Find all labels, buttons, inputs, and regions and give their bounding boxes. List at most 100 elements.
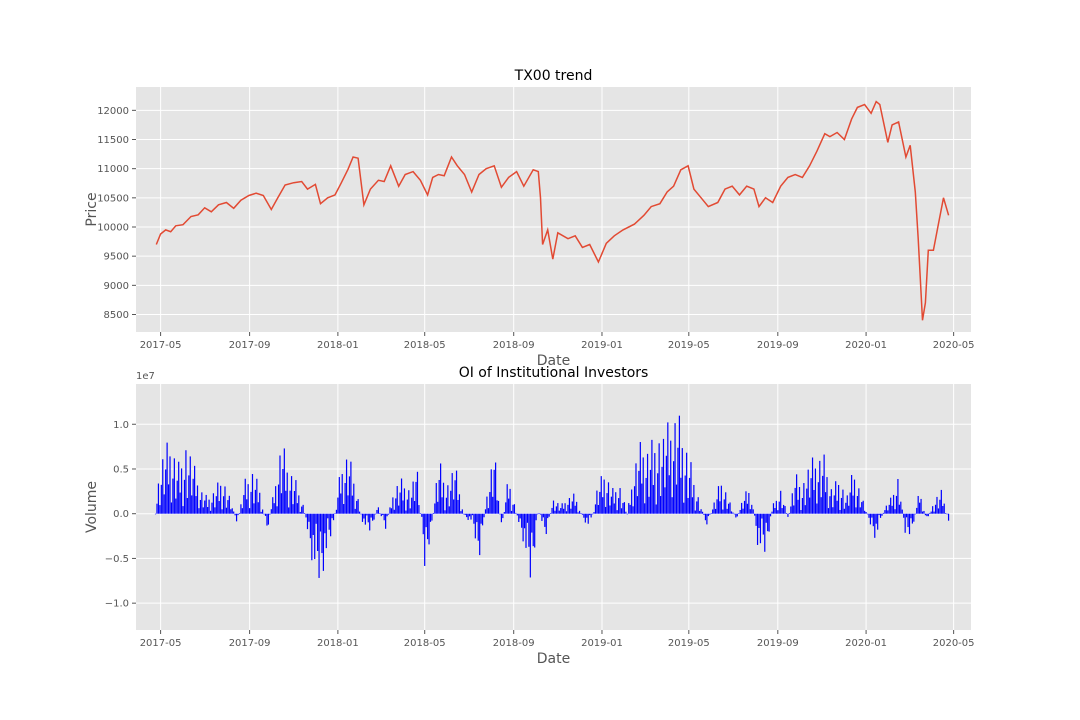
volume-bar — [619, 488, 621, 514]
volume-bar — [947, 513, 950, 521]
volume-bar — [764, 513, 766, 552]
x-tick-label: 2019-01 — [581, 638, 623, 649]
volume-bar — [858, 488, 860, 514]
volume-bar — [723, 499, 725, 514]
volume-bar — [338, 477, 340, 514]
volume-bar — [447, 485, 449, 514]
volume-bar — [415, 481, 417, 514]
volume-bar — [464, 513, 466, 515]
volume-bar — [837, 484, 840, 514]
volume-bar — [228, 495, 230, 514]
volume-bar — [547, 513, 549, 519]
volume-bar — [431, 513, 433, 521]
volume-bar — [641, 483, 643, 514]
volume-bar — [894, 509, 896, 514]
volume-bar — [594, 504, 597, 514]
volume-bar — [195, 496, 197, 514]
volume-bar — [387, 513, 390, 515]
volume-bar — [717, 486, 720, 514]
volume-bar — [422, 513, 424, 535]
x-tick-label: 2020-05 — [933, 638, 975, 649]
volume-bar — [207, 507, 209, 514]
x-tick-label: 2020-05 — [933, 340, 975, 351]
volume-bar — [267, 513, 270, 525]
volume-bar — [631, 489, 633, 514]
volume-bar — [412, 481, 414, 514]
volume-bar — [393, 509, 395, 514]
volume-bar — [811, 457, 814, 514]
volume-bar — [830, 489, 832, 514]
volume-bar — [596, 490, 598, 514]
volume-bar — [411, 497, 413, 514]
volume-bar — [380, 513, 382, 517]
volume-bar — [567, 504, 569, 514]
volume-bar — [302, 504, 304, 514]
volume-bar — [929, 512, 931, 514]
volume-bar — [707, 513, 709, 517]
volume-bar — [871, 513, 873, 518]
volume-bar — [748, 492, 750, 514]
volume-bar — [538, 513, 540, 514]
volume-bar — [386, 513, 388, 517]
volume-bar — [293, 491, 296, 514]
volume-bar — [434, 503, 436, 514]
volume-bar — [259, 492, 261, 514]
volume-bar — [769, 513, 772, 517]
volume-bar — [756, 513, 759, 545]
volume-bar — [360, 513, 362, 515]
volume-bar — [729, 502, 731, 514]
volume-bar — [479, 513, 481, 556]
volume-bar — [513, 504, 516, 514]
volume-bar — [589, 513, 591, 516]
volume-bar — [885, 505, 887, 514]
volume-bar — [529, 513, 531, 578]
volume-bar — [862, 500, 864, 514]
volume-bar — [159, 505, 161, 514]
volume-bar — [344, 483, 346, 514]
volume-bar — [803, 483, 805, 514]
volume-bar — [661, 466, 663, 514]
volume-bar — [194, 465, 196, 514]
volume-bar — [639, 442, 641, 514]
volume-bar — [710, 513, 712, 514]
volume-bar — [563, 508, 565, 514]
volume-bar — [781, 508, 783, 514]
volume-bar — [413, 500, 416, 514]
oi-x-axis-label: Date — [537, 651, 570, 667]
volume-bar — [445, 497, 448, 514]
volume-bar — [402, 500, 404, 514]
volume-bar — [832, 507, 834, 514]
volume-bar — [678, 415, 680, 514]
volume-bar — [942, 505, 944, 514]
volume-bar — [444, 510, 446, 514]
volume-bar — [752, 509, 754, 514]
x-tick-label: 2017-09 — [229, 638, 271, 649]
volume-bar — [495, 462, 497, 514]
volume-bar — [733, 513, 735, 515]
volume-bar — [225, 507, 228, 514]
volume-bar — [765, 513, 767, 523]
volume-bar — [671, 497, 673, 514]
volume-bar — [875, 513, 877, 524]
volume-bar — [571, 501, 573, 514]
volume-bar — [515, 512, 517, 514]
volume-bar — [154, 513, 157, 515]
oi-offset-text: 1e7 — [136, 371, 155, 382]
volume-bar — [218, 501, 220, 514]
volume-bar — [295, 480, 297, 514]
volume-bar — [275, 486, 277, 514]
volume-bar — [558, 510, 560, 514]
volume-bar — [785, 513, 788, 514]
volume-bar — [199, 499, 201, 514]
volume-bar — [419, 513, 421, 514]
volume-bar — [421, 513, 423, 517]
volume-bar — [288, 507, 290, 514]
volume-bar — [577, 512, 579, 514]
volume-bar — [357, 499, 359, 514]
volume-bar — [481, 513, 484, 526]
volume-bar — [340, 493, 342, 514]
volume-bar — [607, 482, 610, 514]
volume-bar — [270, 509, 272, 514]
volume-bar — [791, 493, 793, 514]
volume-bar — [932, 506, 934, 514]
